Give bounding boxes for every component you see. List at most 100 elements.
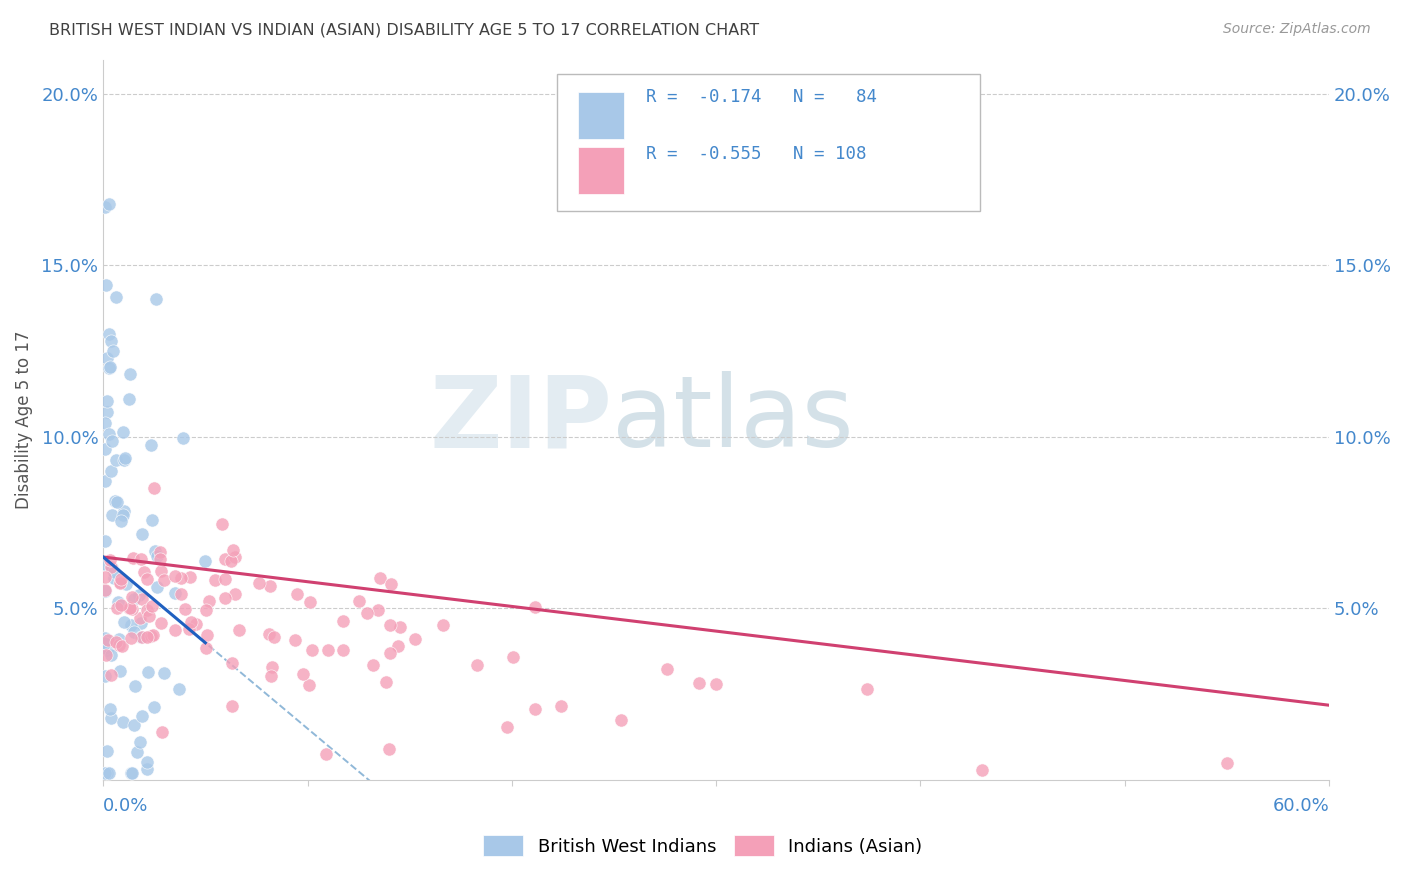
- Point: [98, 359, 121, 374]
- Point: [377, 742, 399, 756]
- Point: [153, 573, 176, 587]
- Point: [211, 516, 233, 531]
- Point: [174, 601, 197, 615]
- Point: [105, 635, 128, 649]
- Point: [120, 618, 142, 632]
- Point: [136, 603, 159, 617]
- Point: [131, 709, 153, 723]
- Point: [108, 664, 131, 678]
- Point: [97, 427, 120, 442]
- Point: [194, 554, 217, 568]
- Point: [94, 636, 117, 650]
- Point: [105, 495, 128, 509]
- Text: atlas: atlas: [612, 371, 853, 468]
- Point: [121, 766, 143, 780]
- Point: [100, 648, 122, 662]
- Point: [332, 615, 354, 629]
- Point: [105, 600, 128, 615]
- Point: [94, 534, 117, 549]
- Point: [432, 618, 454, 632]
- Point: [129, 735, 152, 749]
- Point: [105, 290, 128, 304]
- FancyBboxPatch shape: [557, 74, 980, 211]
- Point: [135, 762, 157, 776]
- Point: [138, 608, 160, 623]
- Point: [262, 660, 284, 674]
- Point: [169, 571, 191, 585]
- Point: [291, 667, 314, 681]
- Point: [111, 639, 134, 653]
- Point: [104, 494, 127, 508]
- Point: [163, 569, 186, 583]
- Point: [94, 637, 117, 651]
- Point: [260, 669, 283, 683]
- Point: [970, 763, 993, 777]
- Point: [219, 554, 242, 568]
- Point: [110, 572, 132, 586]
- Point: [657, 662, 679, 676]
- Point: [214, 552, 236, 566]
- Point: [222, 542, 245, 557]
- Point: [146, 581, 169, 595]
- Point: [131, 630, 153, 644]
- Point: [195, 628, 218, 642]
- Point: [110, 598, 132, 612]
- Point: [374, 674, 396, 689]
- Point: [204, 573, 226, 587]
- Point: [378, 646, 401, 660]
- Point: [94, 200, 117, 214]
- Point: [214, 572, 236, 586]
- Point: [139, 629, 162, 643]
- Point: [94, 648, 117, 663]
- Point: [98, 361, 121, 376]
- Point: [257, 627, 280, 641]
- Point: [117, 601, 139, 615]
- Point: [98, 553, 121, 567]
- Point: [100, 464, 122, 478]
- Point: [121, 602, 143, 616]
- Point: [689, 676, 711, 690]
- Point: [368, 571, 391, 585]
- Legend: British West Indians, Indians (Asian): British West Indians, Indians (Asian): [477, 828, 929, 863]
- Bar: [578, 147, 624, 194]
- Point: [120, 766, 142, 780]
- Point: [128, 588, 150, 602]
- Point: [142, 700, 165, 714]
- Point: [704, 677, 727, 691]
- Point: [361, 658, 384, 673]
- Point: [550, 699, 572, 714]
- Point: [356, 606, 378, 620]
- Point: [179, 622, 201, 636]
- Point: [141, 513, 163, 527]
- Point: [96, 766, 118, 780]
- Point: [111, 508, 134, 523]
- Point: [108, 632, 131, 646]
- Point: [96, 744, 118, 758]
- Point: [135, 756, 157, 770]
- Point: [97, 633, 120, 648]
- Point: [94, 631, 117, 645]
- Point: [163, 586, 186, 600]
- Point: [194, 640, 217, 655]
- Point: [524, 702, 547, 716]
- Point: [387, 640, 409, 654]
- Point: [146, 549, 169, 563]
- Point: [143, 482, 166, 496]
- Point: [121, 590, 143, 604]
- Point: [139, 438, 162, 452]
- Point: [332, 642, 354, 657]
- Point: [100, 508, 122, 523]
- Point: [96, 643, 118, 657]
- Point: [150, 616, 173, 631]
- Point: [129, 610, 152, 624]
- Text: Source: ZipAtlas.com: Source: ZipAtlas.com: [1223, 22, 1371, 37]
- Point: [112, 503, 135, 517]
- Point: [112, 452, 135, 467]
- Point: [134, 566, 156, 580]
- Point: [502, 649, 524, 664]
- Point: [120, 632, 142, 646]
- Point: [524, 599, 547, 614]
- Point: [97, 196, 120, 211]
- Y-axis label: Disability Age 5 to 17: Disability Age 5 to 17: [15, 331, 32, 509]
- Point: [96, 394, 118, 409]
